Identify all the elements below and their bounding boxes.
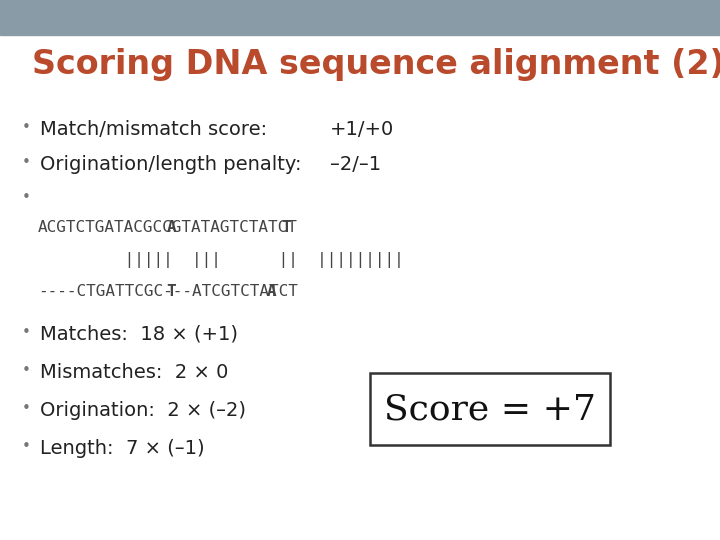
Text: •: • bbox=[22, 190, 31, 205]
Text: +1/+0: +1/+0 bbox=[330, 120, 395, 139]
Text: ----CTGATTCGC---ATCGTCTATCT: ----CTGATTCGC---ATCGTCTATCT bbox=[38, 284, 298, 299]
Text: A: A bbox=[167, 220, 176, 235]
Bar bbox=[0, 0, 720, 35]
Text: Score = +7: Score = +7 bbox=[384, 392, 596, 426]
Text: |||||  |||      ||  |||||||||: ||||| ||| || ||||||||| bbox=[38, 252, 404, 268]
Text: Match/mismatch score:: Match/mismatch score: bbox=[40, 120, 267, 139]
Text: Origination/length penalty:: Origination/length penalty: bbox=[40, 155, 302, 174]
Text: T: T bbox=[167, 284, 176, 299]
FancyBboxPatch shape bbox=[370, 373, 610, 445]
Text: A: A bbox=[267, 284, 276, 299]
Text: Length:  7 × (–1): Length: 7 × (–1) bbox=[40, 439, 204, 458]
Text: Origination:  2 × (–2): Origination: 2 × (–2) bbox=[40, 401, 246, 420]
Text: •: • bbox=[22, 155, 31, 170]
Text: •: • bbox=[22, 401, 31, 416]
Text: •: • bbox=[22, 120, 31, 135]
Text: –2/–1: –2/–1 bbox=[330, 155, 381, 174]
Text: T: T bbox=[281, 220, 291, 235]
Text: •: • bbox=[22, 439, 31, 454]
Text: Scoring DNA sequence alignment (2): Scoring DNA sequence alignment (2) bbox=[32, 48, 720, 81]
Text: •: • bbox=[22, 363, 31, 378]
Text: •: • bbox=[22, 325, 31, 340]
Text: Matches:  18 × (+1): Matches: 18 × (+1) bbox=[40, 325, 238, 344]
Text: ACGTCTGATACGCCGTATAGTCTATCT: ACGTCTGATACGCCGTATAGTCTATCT bbox=[38, 220, 298, 235]
Text: Mismatches:  2 × 0: Mismatches: 2 × 0 bbox=[40, 363, 228, 382]
